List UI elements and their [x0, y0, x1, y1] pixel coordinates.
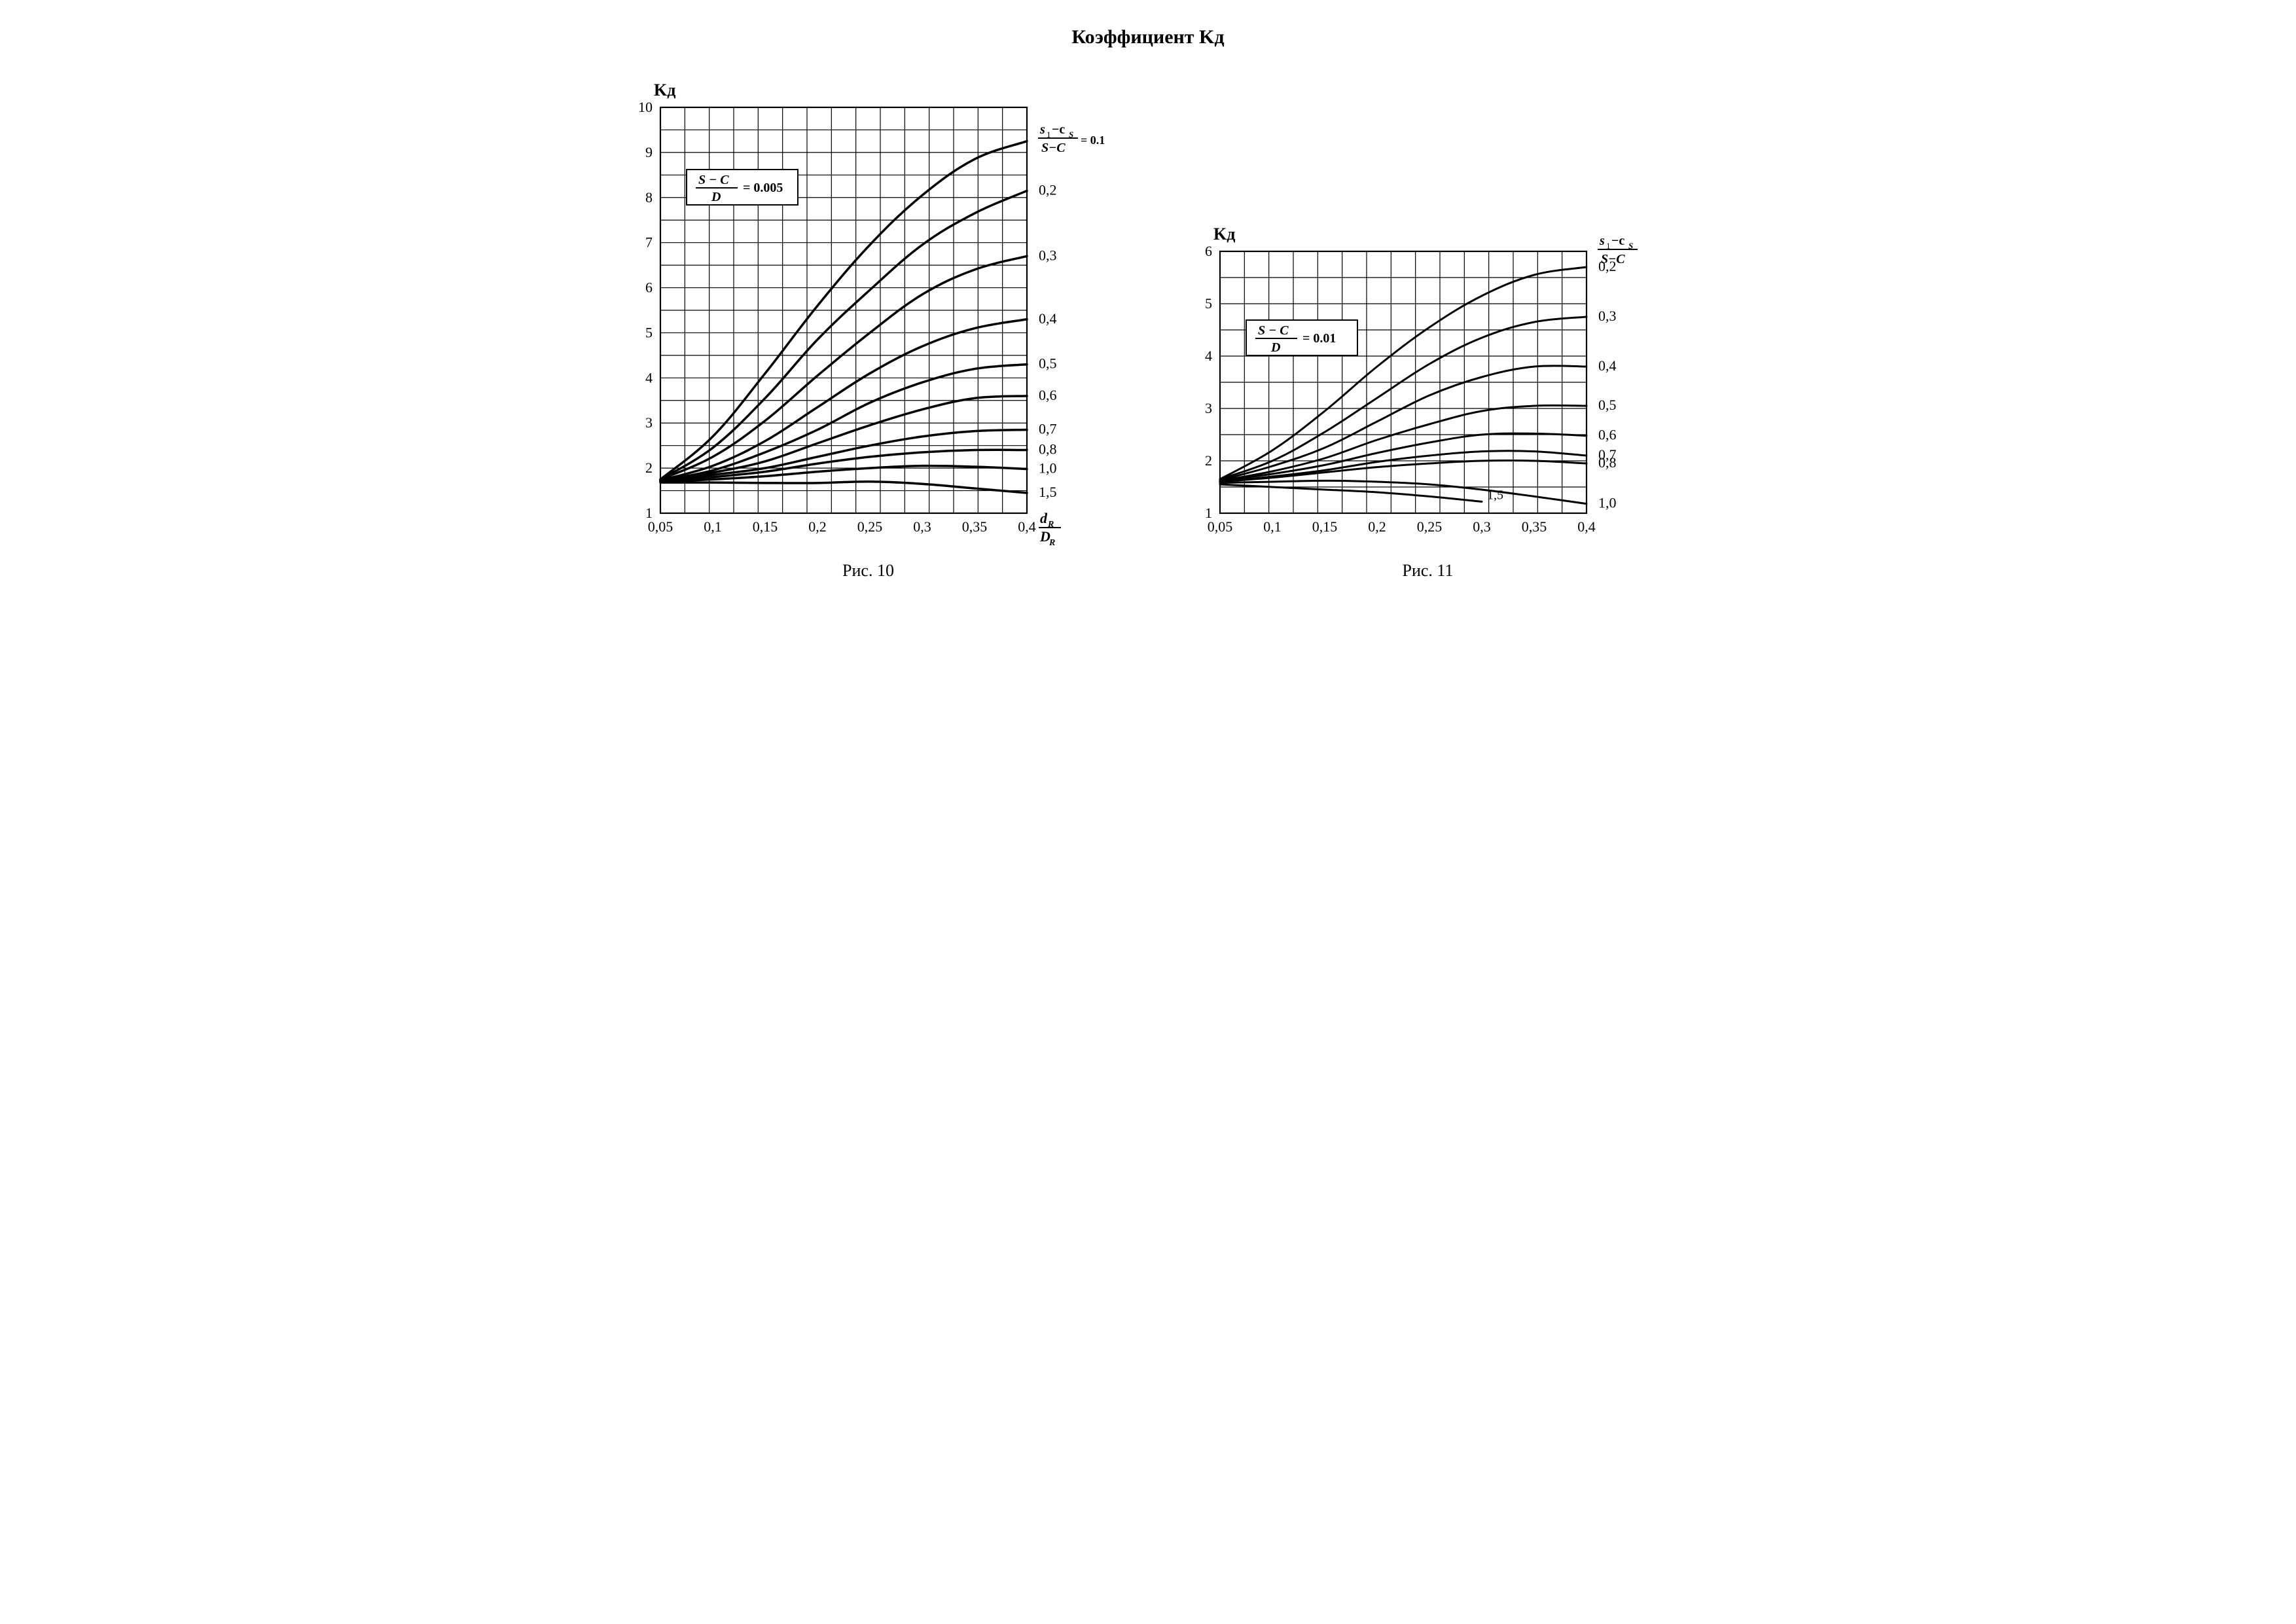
svg-text:D: D — [1270, 340, 1280, 355]
chart-right-block: Kд1234560,050,10,150,20,250,30,350,4 s 1… — [1184, 219, 1672, 581]
y-tick-label: 6 — [645, 280, 653, 296]
series-curve — [1220, 405, 1587, 480]
y-tick-label: 6 — [1205, 243, 1212, 259]
y-tick-label: 9 — [645, 144, 653, 160]
y-tick-label: 8 — [645, 189, 653, 206]
y-tick-label: 3 — [1205, 400, 1212, 416]
x-tick-label: 0,4 — [1577, 518, 1596, 535]
y-tick-label: 3 — [645, 414, 653, 431]
x-tick-label: 0,15 — [1312, 518, 1338, 535]
series-label: 1,0 — [1039, 460, 1057, 476]
x-tick-label: 0,1 — [1263, 518, 1282, 535]
chart-right-svg: Kд1234560,050,10,150,20,250,30,350,4 s 1… — [1184, 219, 1672, 549]
x-axis-title: d R D R — [1039, 510, 1061, 548]
svg-text:S − C: S − C — [698, 173, 729, 187]
x-tick-label: 0,35 — [962, 518, 988, 535]
series-label: 1,5 — [1039, 484, 1057, 500]
series-label: 0,8 — [1598, 454, 1617, 471]
series-label: 0,3 — [1039, 247, 1057, 263]
caption-right: Рис. 11 — [1403, 561, 1454, 581]
svg-text:= 0.1: = 0.1 — [1081, 134, 1105, 147]
chart-left-block: Kд123456789100,050,10,150,20,250,30,350,… — [624, 75, 1112, 581]
series-label: 0,5 — [1039, 355, 1057, 372]
svg-text:D: D — [711, 190, 721, 204]
x-tick-label: 0,2 — [808, 518, 827, 535]
x-tick-label: 0,4 — [1018, 518, 1036, 535]
chart-left-svg: Kд123456789100,050,10,150,20,250,30,350,… — [624, 75, 1112, 549]
series-label: 0,6 — [1039, 387, 1057, 403]
series-curve — [660, 365, 1027, 481]
x-tick-label: 0,2 — [1368, 518, 1386, 535]
x-tick-label: 0,15 — [753, 518, 778, 535]
caption-left: Рис. 10 — [842, 561, 894, 581]
x-tick-label: 0,05 — [648, 518, 673, 535]
series-label: 0,7 — [1039, 421, 1057, 437]
y-tick-label: 7 — [645, 234, 653, 251]
y-tick-label: 2 — [1205, 452, 1212, 469]
svg-text:−c: −c — [1611, 234, 1624, 248]
x-tick-label: 0,05 — [1208, 518, 1233, 535]
svg-text:S − C: S − C — [1258, 323, 1289, 338]
y-tick-label: 5 — [1205, 295, 1212, 312]
series-curve — [1220, 480, 1587, 503]
y-axis-title: Kд — [654, 81, 675, 99]
svg-text:s: s — [1599, 234, 1605, 248]
page-title: Коэффициент Kд — [39, 26, 2257, 48]
series-label: 1,0 — [1598, 495, 1617, 511]
svg-text:= 0.01: = 0.01 — [1302, 331, 1336, 346]
svg-text:S−C: S−C — [1041, 141, 1066, 155]
x-tick-label: 0,3 — [1473, 518, 1491, 535]
x-tick-label: 0,1 — [704, 518, 722, 535]
param-fraction: s 1 −c S S−C = 0.1 — [1038, 122, 1105, 155]
x-tick-label: 0,35 — [1522, 518, 1547, 535]
svg-text:s: s — [1039, 122, 1045, 137]
chart-left: Kд123456789100,050,10,150,20,250,30,350,… — [624, 75, 1112, 549]
series-curve — [1220, 433, 1587, 480]
series-label: 0,8 — [1039, 441, 1057, 458]
y-tick-label: 2 — [645, 460, 653, 476]
series-label: 0,2 — [1598, 258, 1617, 274]
y-tick-label: 4 — [1205, 348, 1212, 364]
svg-text:−c: −c — [1052, 122, 1065, 137]
series-label: 0,2 — [1039, 181, 1057, 198]
x-tick-label: 0,25 — [1417, 518, 1443, 535]
series-label: 0,6 — [1598, 427, 1617, 443]
series-curve — [660, 190, 1027, 479]
series-label: 1,5 — [1487, 488, 1503, 502]
series-label: 0,3 — [1598, 308, 1617, 324]
series-curve — [660, 482, 1027, 493]
x-tick-label: 0,3 — [913, 518, 931, 535]
svg-text:d: d — [1040, 510, 1048, 526]
svg-text:= 0.005: = 0.005 — [743, 181, 783, 195]
y-axis-title: Kд — [1213, 225, 1235, 244]
y-tick-label: 5 — [645, 324, 653, 340]
charts-row: Kд123456789100,050,10,150,20,250,30,350,… — [39, 75, 2257, 581]
y-tick-label: 10 — [638, 99, 653, 115]
svg-text:R: R — [1049, 538, 1055, 548]
series-curve — [1220, 366, 1587, 480]
series-label: 0,5 — [1598, 397, 1617, 413]
series-label: 0,4 — [1039, 310, 1057, 327]
x-tick-label: 0,25 — [857, 518, 883, 535]
y-tick-label: 4 — [645, 369, 653, 386]
chart-right: Kд1234560,050,10,150,20,250,30,350,4 s 1… — [1184, 219, 1672, 549]
series-label: 0,4 — [1598, 357, 1617, 374]
